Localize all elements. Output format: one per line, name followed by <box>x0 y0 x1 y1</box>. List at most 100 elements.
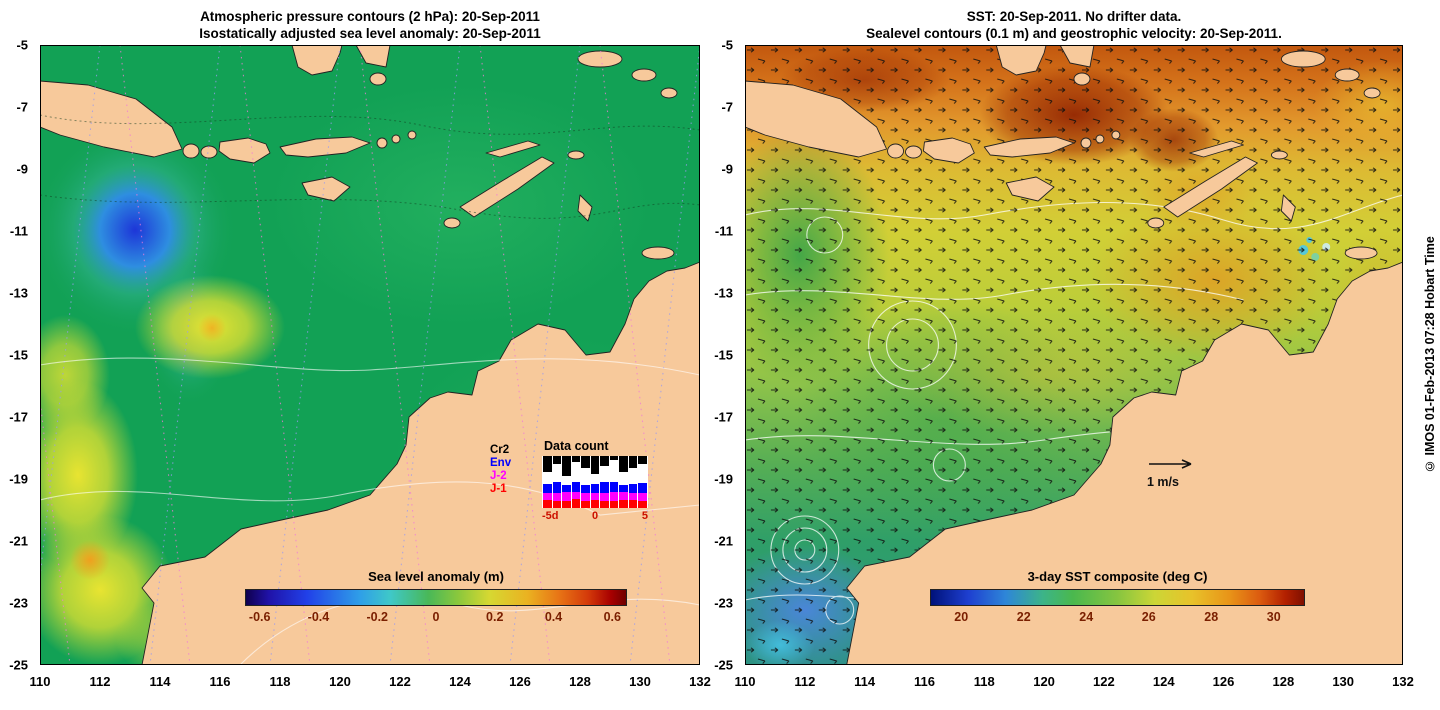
x-tick-label: 122 <box>389 674 411 689</box>
data-count-axis: -5d 0 5 <box>542 510 648 524</box>
sulawesi-arm <box>995 45 1047 76</box>
y-tick-label: -5 <box>16 37 28 53</box>
colorbar-tick-label: 28 <box>1204 610 1219 624</box>
x-tick-label: 110 <box>734 674 756 689</box>
java-island <box>745 80 888 158</box>
sumbawa-island <box>923 137 975 164</box>
data-count-inset: Data count Cr2 Env J-2 J-1 -5d 0 5 <box>490 439 662 535</box>
sst-map[interactable] <box>745 45 1403 665</box>
x-tick-label: 124 <box>449 674 471 689</box>
map-border <box>745 45 1403 665</box>
data-count-tick: -5d <box>542 510 559 522</box>
satellite-legend: Cr2 Env J-2 J-1 <box>490 444 511 496</box>
sst-colorbar: 3-day SST composite (deg C) 20 22 24 26 28 30 <box>930 569 1305 626</box>
y-tick-label: -17 <box>9 409 28 425</box>
sla-map-frame: -5 -7 -9 -11 -13 -15 -17 -19 -21 -23 -25 110 112 114… <box>9 38 711 690</box>
small-island <box>391 134 401 144</box>
x-tick-label: 116 <box>209 674 231 689</box>
sla-colorbar: Sea level anomaly (m) -0.6 -0.4 -0.2 0 0.2 0.… <box>245 569 627 626</box>
lombok-island <box>200 145 218 159</box>
x-tick-label: 116 <box>913 674 935 689</box>
right-panel-title: SST: 20-Sep-2011. No drifter data. Seale… <box>745 8 1403 42</box>
histogram-column <box>609 456 619 508</box>
satellite-label: J-2 <box>490 470 507 482</box>
y-tick-label: -13 <box>9 285 28 301</box>
melville-island <box>1344 246 1378 260</box>
x-tick-label: 112 <box>794 674 816 689</box>
x-tick-label: 130 <box>1332 674 1355 689</box>
colorbar-tick-label: 26 <box>1141 610 1156 624</box>
y-tick-label: -7 <box>721 99 733 115</box>
landmass-layer <box>745 45 1403 665</box>
histogram-column <box>600 456 609 508</box>
tanimbar-islands <box>577 194 593 222</box>
histogram-column <box>543 456 552 508</box>
left-title-line2: Isostatically adjusted sea level anomaly… <box>199 26 541 41</box>
wetar-island <box>485 140 541 158</box>
y-tick-label: -19 <box>714 471 733 487</box>
right-map-x-axis: 110 112 114 116 118 120 122 124 126 128 130 132 <box>735 665 1414 691</box>
colorbar-tick-label: 30 <box>1266 610 1281 624</box>
small-island <box>1095 134 1105 144</box>
x-tick-label: 118 <box>269 674 291 689</box>
data-count-tick: 5 <box>641 510 648 522</box>
velocity-scale: 1 m/s <box>1147 457 1227 489</box>
x-tick-label: 122 <box>1093 674 1115 689</box>
velocity-scale-label: 1 m/s <box>1147 475 1179 489</box>
colorbar-tick-label: 0.2 <box>486 610 504 624</box>
x-tick-label: 112 <box>89 674 111 689</box>
sst-colorbar-label: 3-day SST composite (deg C) <box>1027 569 1208 584</box>
sla-map[interactable] <box>40 45 700 665</box>
tanimbar-islands <box>1280 194 1296 222</box>
colorbar-tick-label: -0.4 <box>307 610 330 624</box>
y-tick-label: -15 <box>9 347 28 363</box>
bali-island <box>182 143 200 159</box>
y-tick-label: -15 <box>714 347 733 363</box>
left-map-x-axis: 110 112 114 116 118 120 122 124 126 128 130 132 <box>30 665 711 691</box>
x-tick-label: 132 <box>1392 674 1414 689</box>
x-tick-label: 128 <box>1272 674 1295 689</box>
x-tick-label: 126 <box>509 674 531 689</box>
histogram-column <box>619 456 628 508</box>
sst-colorbar-ticks: 20 22 24 26 28 30 <box>930 608 1305 626</box>
x-tick-label: 132 <box>689 674 711 689</box>
small-island <box>376 137 388 149</box>
timor-island <box>459 156 555 218</box>
histogram-column <box>581 456 590 508</box>
rote-island <box>443 217 461 229</box>
x-tick-label: 120 <box>329 674 351 689</box>
satellite-label: Env <box>490 457 512 469</box>
x-tick-label: 128 <box>569 674 591 689</box>
right-title-line1: SST: 20-Sep-2011. No drifter data. <box>966 9 1182 24</box>
satellite-label: Cr2 <box>490 444 510 456</box>
sulawesi-arm <box>1059 45 1095 68</box>
colorbar-tick-label: 0.4 <box>544 610 563 624</box>
small-island <box>631 68 657 82</box>
colorbar-tick-label: -0.2 <box>366 610 389 624</box>
histogram-column <box>628 456 638 508</box>
babar-island <box>1270 150 1288 160</box>
colorbar-tick-label: 24 <box>1079 610 1094 624</box>
y-tick-label: -21 <box>714 533 733 549</box>
y-tick-label: -9 <box>16 161 28 177</box>
colorbar-tick-label: 0 <box>432 610 440 624</box>
y-tick-label: -17 <box>714 409 733 425</box>
copyright-watermark: © IMOS 01-Feb-2013 07:28 Hobart Time <box>1423 236 1437 474</box>
y-tick-label: -23 <box>714 595 733 611</box>
colorbar-tick-label: 20 <box>954 610 969 624</box>
buton-island <box>1073 72 1091 86</box>
y-tick-label: -23 <box>9 595 28 611</box>
y-tick-label: -9 <box>721 161 733 177</box>
small-island <box>407 130 417 140</box>
y-tick-label: -19 <box>9 471 28 487</box>
small-island <box>1080 137 1092 149</box>
histogram-column <box>552 456 562 508</box>
small-island <box>660 87 678 99</box>
sla-colorbar-label: Sea level anomaly (m) <box>368 569 504 584</box>
sst-colorbar-gradient <box>930 589 1305 606</box>
right-title-line2: Sealevel contours (0.1 m) and geostrophi… <box>866 26 1282 41</box>
x-tick-label: 126 <box>1212 674 1235 689</box>
x-tick-label: 124 <box>1152 674 1175 689</box>
pressure-contours-dark <box>40 114 700 219</box>
